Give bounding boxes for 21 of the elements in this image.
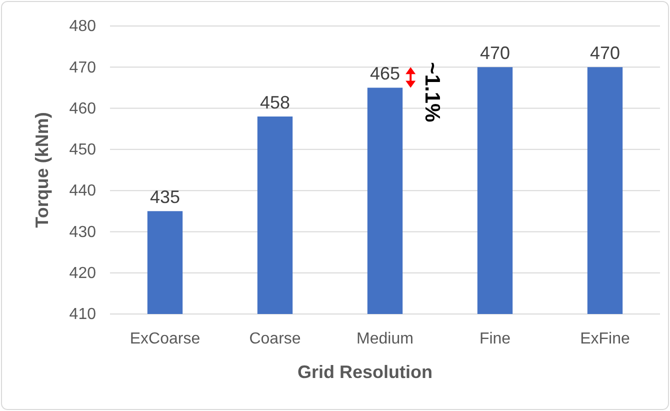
x-tick-label: ExCoarse	[130, 330, 200, 348]
y-tick-label: 430	[69, 224, 96, 241]
x-axis-title: Grid Resolution	[298, 362, 432, 382]
data-label: 435	[150, 187, 180, 208]
y-tick-label: 460	[69, 100, 96, 118]
x-tick-label: Fine	[479, 330, 511, 348]
y-tick-label: 480	[69, 18, 96, 36]
x-tick-label: Coarse	[249, 330, 301, 348]
y-tick-label: 410	[69, 306, 96, 324]
data-label: 470	[590, 43, 620, 64]
y-tick-label: 470	[69, 59, 96, 76]
y-tick-label: 450	[69, 142, 96, 159]
y-tick-label: 440	[69, 182, 96, 200]
data-label: 458	[260, 92, 290, 113]
y-tick-label: 420	[69, 264, 96, 282]
y-axis-title: Torque (kNm)	[32, 112, 52, 228]
data-label: 470	[480, 43, 510, 64]
annotation: ~1.1%	[420, 62, 444, 122]
x-tick-label: ExFine	[580, 330, 630, 348]
data-label: 465	[370, 64, 400, 84]
x-tick-label: Medium	[356, 330, 414, 348]
